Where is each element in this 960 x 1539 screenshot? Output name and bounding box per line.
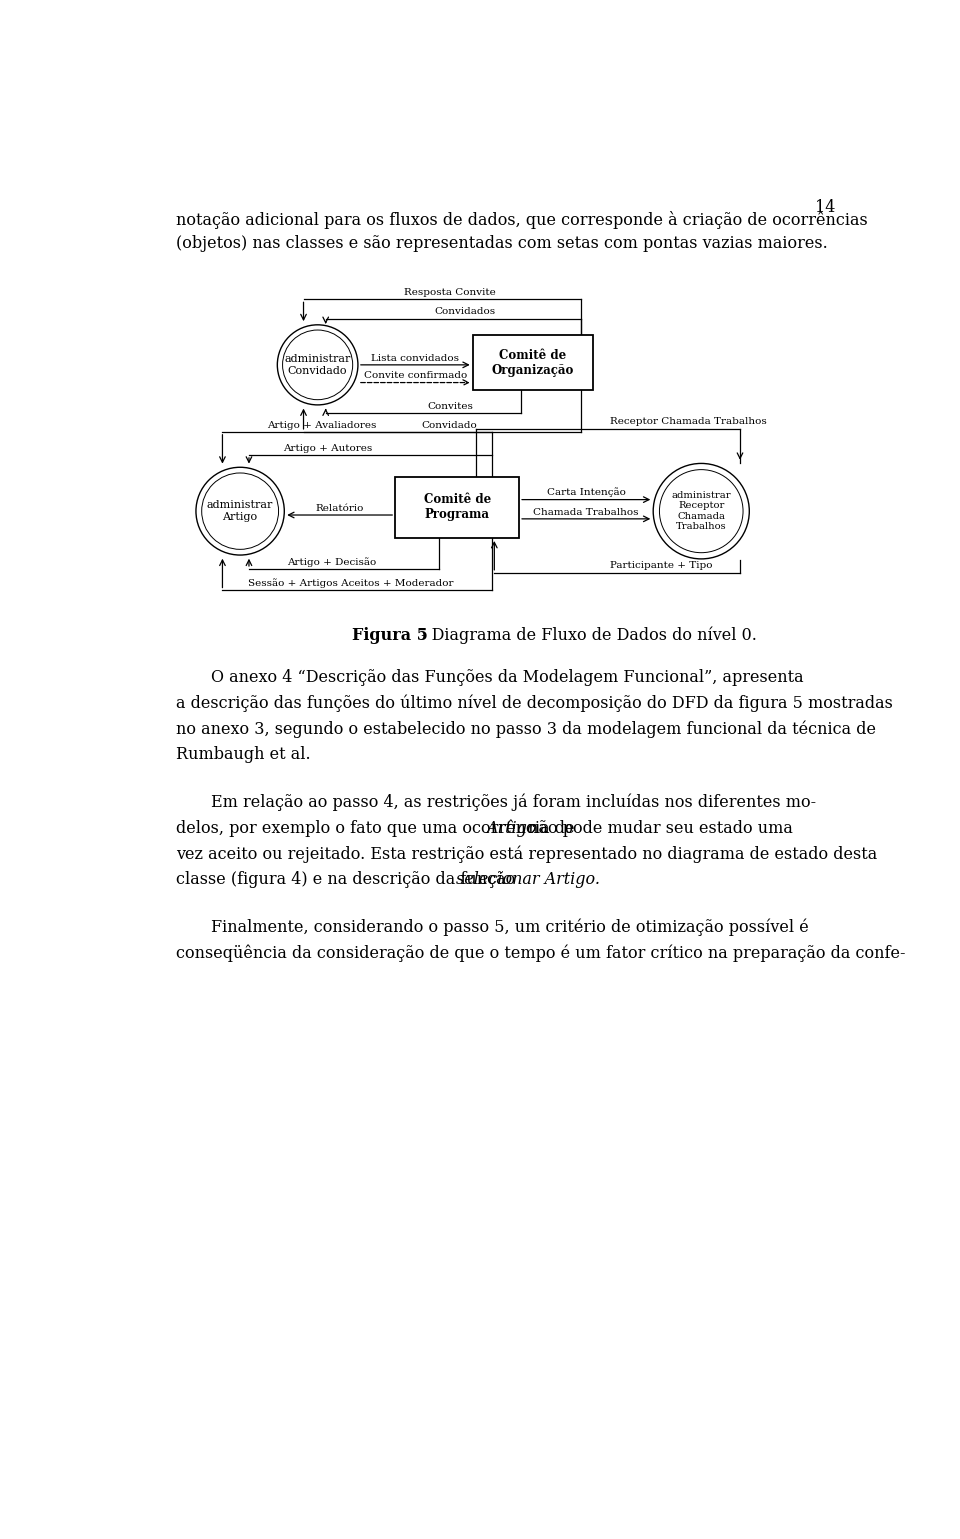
Text: Sessão + Artigos Aceitos + Moderador: Sessão + Artigos Aceitos + Moderador — [248, 579, 453, 588]
Text: Convidado: Convidado — [421, 420, 477, 429]
Text: Rumbaugh et al.: Rumbaugh et al. — [176, 746, 310, 763]
Text: administrar
Receptor
Chamada
Trabalhos: administrar Receptor Chamada Trabalhos — [671, 491, 732, 531]
Text: Comitê de
Programa: Comitê de Programa — [423, 494, 491, 522]
Text: selecionar Artigo.: selecionar Artigo. — [456, 871, 600, 888]
Text: Comitê de
Organização: Comitê de Organização — [492, 348, 574, 377]
Text: 14: 14 — [815, 200, 835, 217]
Text: no anexo 3, segundo o estabelecido no passo 3 da modelagem funcional da técnica : no anexo 3, segundo o estabelecido no pa… — [176, 720, 876, 739]
Text: notação adicional para os fluxos de dados, que corresponde à criação de ocorrênc: notação adicional para os fluxos de dado… — [176, 211, 868, 229]
Text: Chamada Trabalhos: Chamada Trabalhos — [534, 508, 639, 517]
Text: Carta Intenção: Carta Intenção — [547, 488, 626, 497]
Text: (objetos) nas classes e são representadas com setas com pontas vazias maiores.: (objetos) nas classes e são representada… — [176, 235, 828, 252]
Text: Convidados: Convidados — [434, 308, 495, 317]
Text: conseqüência da consideração de que o tempo é um fator crítico na preparação da : conseqüência da consideração de que o te… — [176, 945, 905, 962]
Text: Resposta Convite: Resposta Convite — [403, 288, 495, 297]
Text: não pode mudar seu estado uma: não pode mudar seu estado uma — [523, 820, 793, 837]
Text: classe (figura 4) e na descrição da função: classe (figura 4) e na descrição da funç… — [176, 871, 520, 888]
Bar — [396, 477, 519, 539]
Text: a descrição das funções do último nível de decomposição do DFD da figura 5 mostr: a descrição das funções do último nível … — [176, 694, 893, 713]
Text: - Diagrama de Fluxo de Dados do nível 0.: - Diagrama de Fluxo de Dados do nível 0. — [420, 626, 756, 645]
Text: Artigo: Artigo — [486, 820, 537, 837]
Text: Artigo + Decisão: Artigo + Decisão — [287, 557, 376, 566]
Text: vez aceito ou rejeitado. Esta restrição está representado no diagrama de estado : vez aceito ou rejeitado. Esta restrição … — [176, 845, 877, 863]
Text: Participante + Tipo: Participante + Tipo — [611, 562, 712, 571]
Text: Receptor Chamada Trabalhos: Receptor Chamada Trabalhos — [611, 417, 767, 426]
Text: Relatório: Relatório — [316, 503, 364, 512]
Text: administrar
Artigo: administrar Artigo — [207, 500, 274, 522]
Bar — [472, 336, 592, 391]
Text: Artigo + Autores: Artigo + Autores — [283, 443, 372, 452]
Text: Convite confirmado: Convite confirmado — [364, 371, 467, 380]
Text: O anexo 4 “Descrição das Funções da Modelagem Funcional”, apresenta: O anexo 4 “Descrição das Funções da Mode… — [211, 669, 804, 686]
Text: Convites: Convites — [427, 402, 473, 411]
Text: delos, por exemplo o fato que uma ocorrência de: delos, por exemplo o fato que uma ocorrê… — [176, 820, 580, 837]
Text: Figura 5: Figura 5 — [352, 626, 428, 643]
Text: Lista convidados: Lista convidados — [372, 354, 459, 363]
Text: administrar
Convidado: administrar Convidado — [284, 354, 350, 376]
Text: Em relação ao passo 4, as restrições já foram incluídas nos diferentes mo-: Em relação ao passo 4, as restrições já … — [211, 794, 817, 811]
Text: Finalmente, considerando o passo 5, um critério de otimização possível é: Finalmente, considerando o passo 5, um c… — [211, 919, 809, 936]
Text: Artigo + Avaliadores: Artigo + Avaliadores — [267, 420, 376, 429]
